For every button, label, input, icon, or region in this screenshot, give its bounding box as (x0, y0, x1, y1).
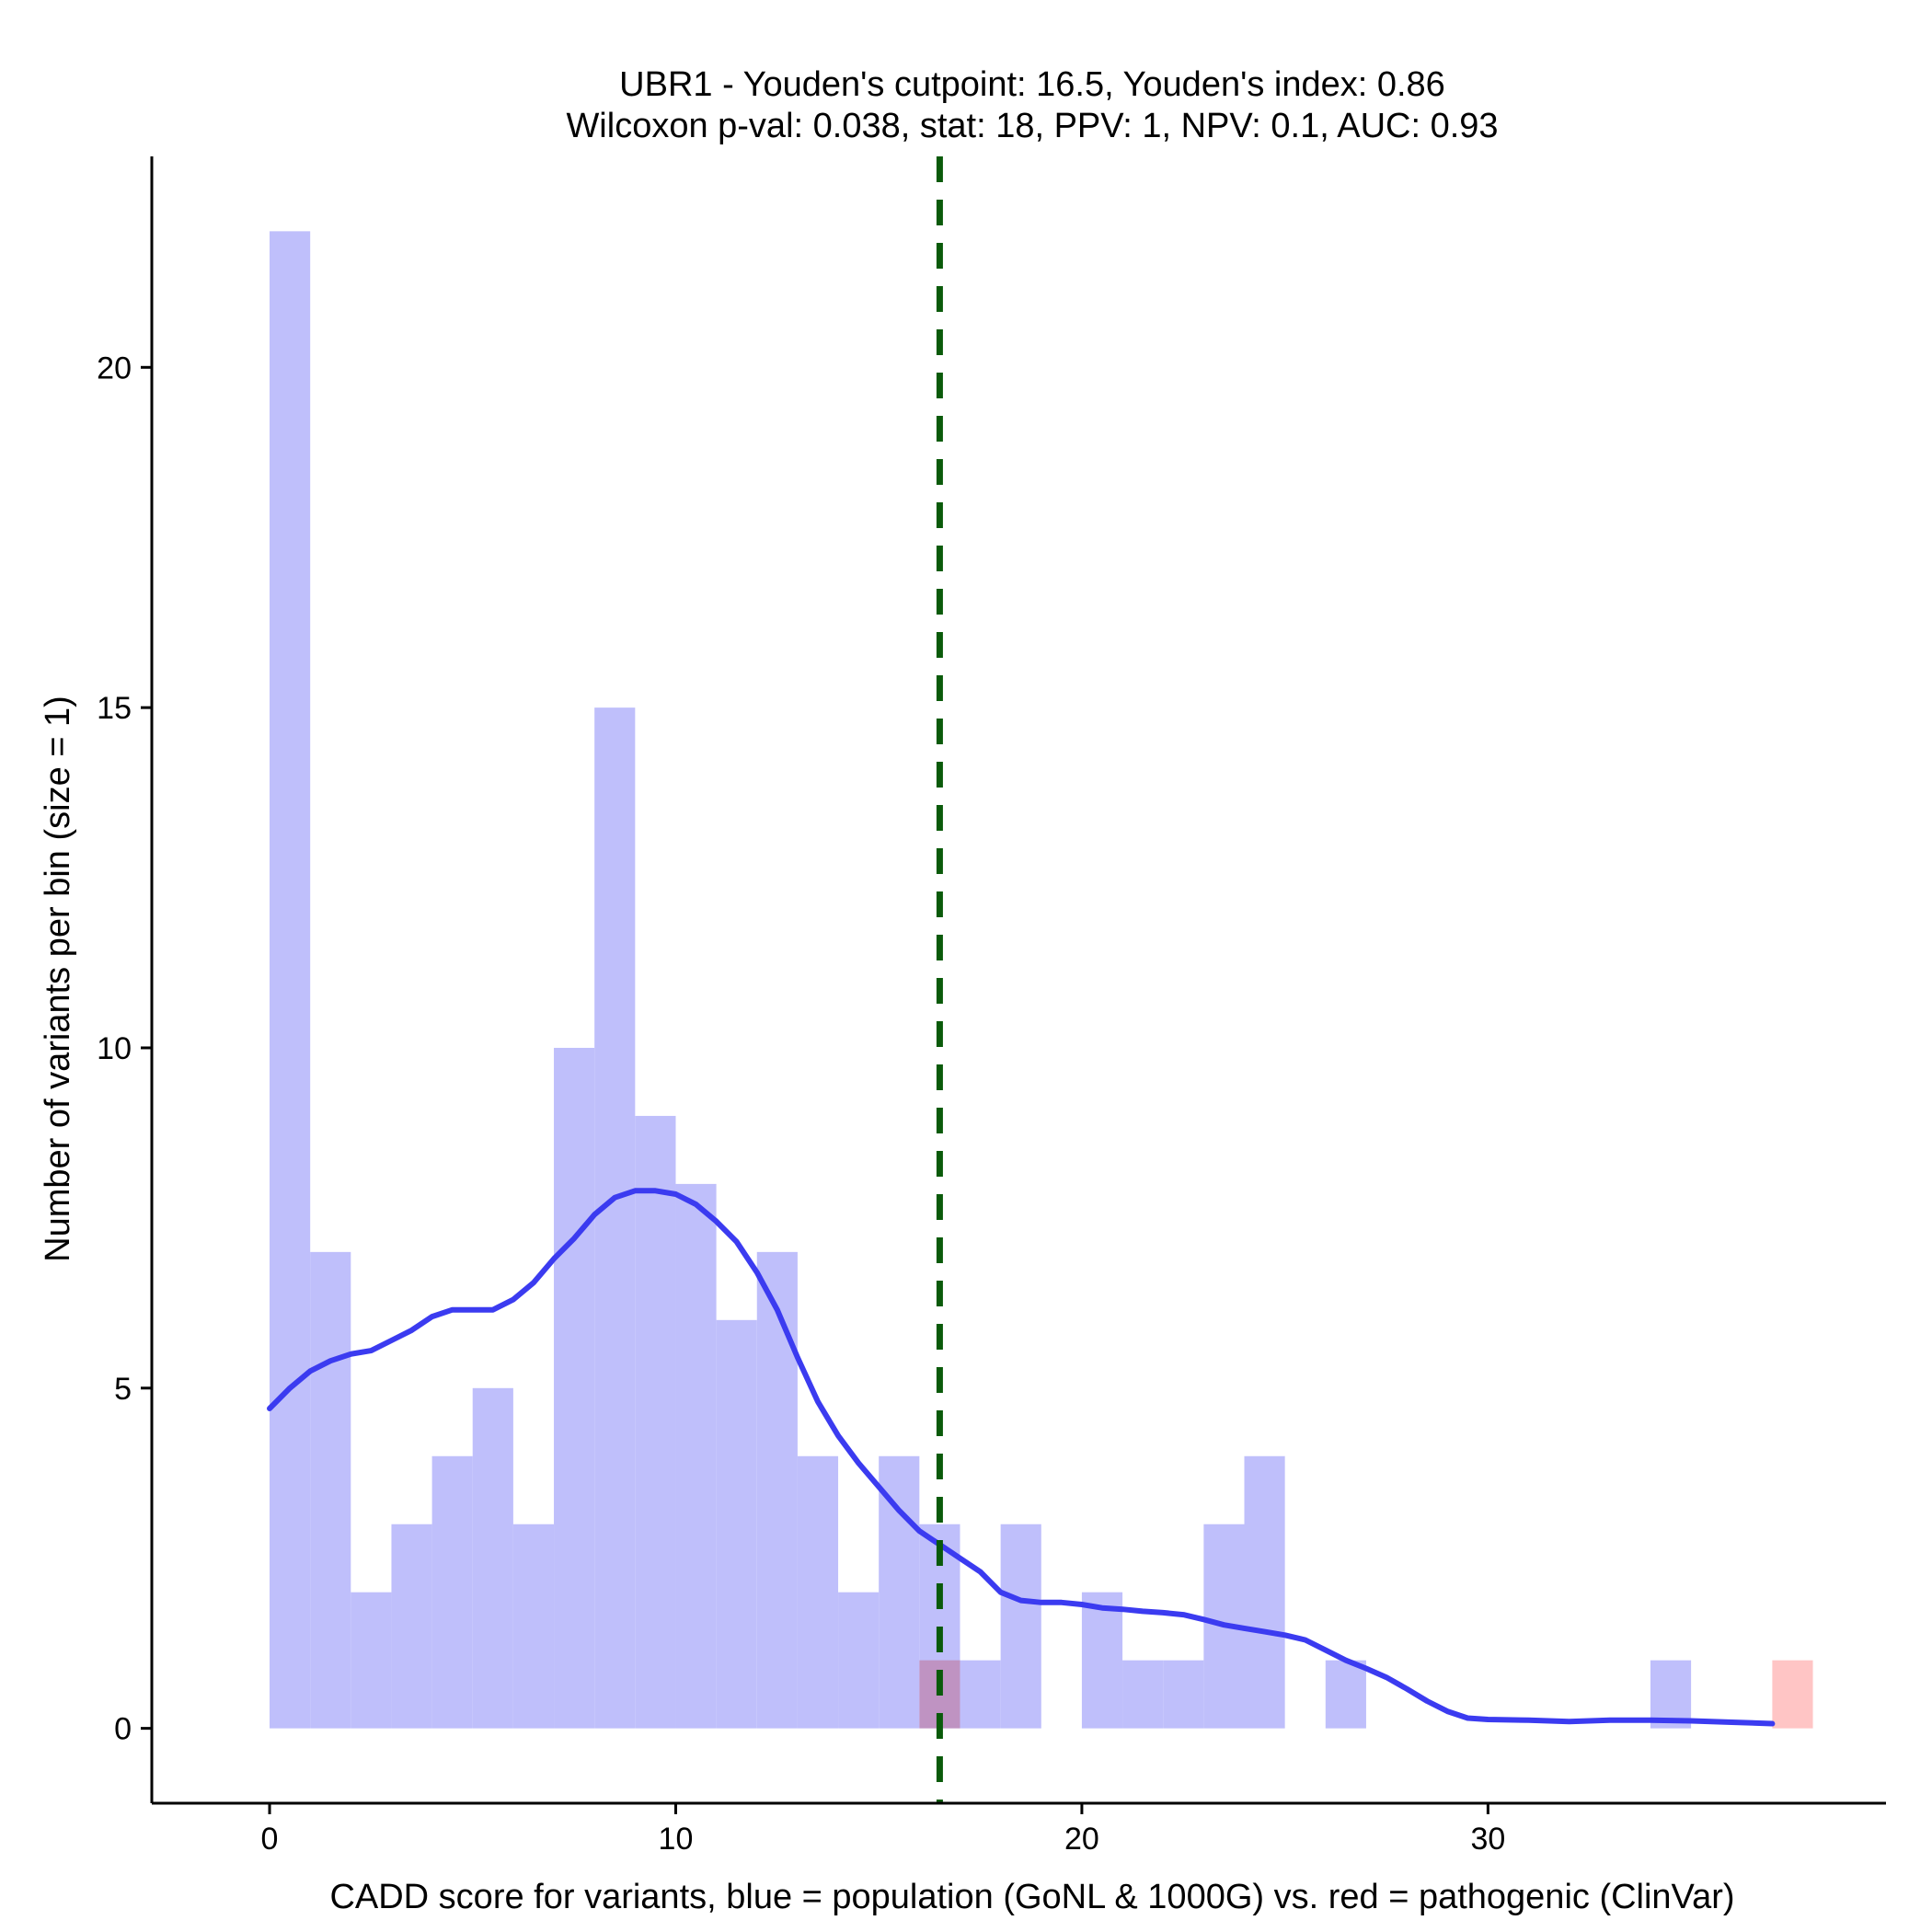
y-tick-label: 5 (114, 1372, 132, 1407)
chart-title-line-1: UBR1 - Youden's cutpoint: 16.5, Youden's… (619, 65, 1445, 104)
population-bar-5 (472, 1387, 513, 1729)
x-tick-label: 0 (261, 1822, 279, 1857)
population-bar-9 (635, 1115, 676, 1729)
population-bar-26 (1325, 1660, 1366, 1729)
population-bar-13 (797, 1455, 839, 1729)
y-tick-label: 10 (97, 1031, 132, 1066)
x-tick-label: 20 (1064, 1822, 1099, 1857)
x-axis-title: CADD score for variants, blue = populati… (329, 1878, 1734, 1916)
population-bar-14 (838, 1592, 880, 1729)
y-axis-ticks: 0 5 10 15 20 (97, 351, 152, 1747)
population-bar-2 (351, 1592, 392, 1729)
y-tick-label: 20 (97, 351, 132, 385)
x-axis-ticks: 0 10 20 30 (261, 1803, 1505, 1857)
population-bar-34 (1650, 1660, 1692, 1729)
population-bar-17 (960, 1660, 1001, 1729)
population-bar-10 (675, 1183, 717, 1729)
x-tick-label: 10 (659, 1822, 694, 1857)
population-bar-0 (270, 231, 311, 1729)
population-bar-24 (1244, 1455, 1285, 1729)
population-bar-3 (391, 1524, 432, 1729)
population-bar-20 (1081, 1592, 1123, 1729)
population-bar-11 (716, 1319, 757, 1729)
population-bar-4 (431, 1455, 473, 1729)
chart-title-line-2: Wilcoxon p-val: 0.038, stat: 18, PPV: 1,… (566, 107, 1498, 145)
population-bar-18 (1000, 1524, 1041, 1729)
y-tick-label: 15 (97, 691, 132, 726)
population-bar-7 (554, 1047, 595, 1729)
y-tick-label: 0 (114, 1712, 132, 1747)
pathogenic-bar-37 (1772, 1660, 1813, 1729)
x-tick-label: 30 (1470, 1822, 1505, 1857)
population-bar-21 (1122, 1660, 1164, 1729)
y-axis-title: Number of variants per bin (size = 1) (39, 696, 77, 1262)
population-bar-1 (310, 1251, 351, 1729)
population-bar-22 (1163, 1660, 1204, 1729)
population-bar-12 (756, 1251, 798, 1729)
population-bar-8 (594, 707, 636, 1729)
population-bar-15 (879, 1455, 920, 1729)
population-bar-6 (512, 1524, 555, 1729)
population-density-curve (267, 1188, 1776, 1727)
population-bars (270, 231, 1692, 1729)
